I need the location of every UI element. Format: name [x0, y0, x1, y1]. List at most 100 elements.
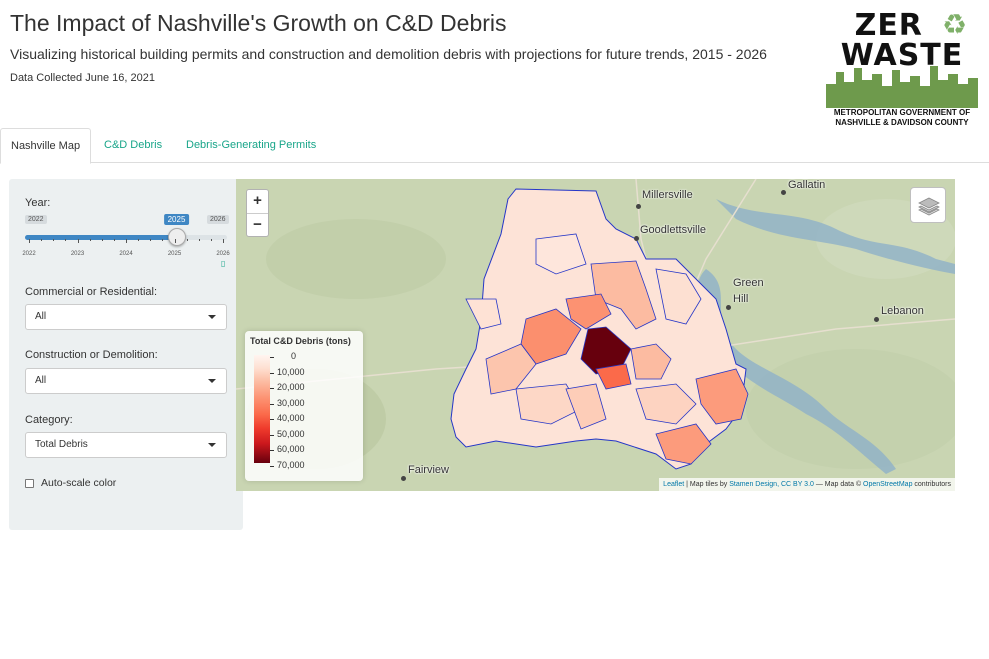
- slider-minor-tick: [113, 239, 115, 241]
- slider-minor-tick: [65, 239, 67, 241]
- recycle-icon: ♻: [942, 9, 968, 40]
- slider-tick: [126, 239, 127, 243]
- slider-minor-tick: [150, 239, 152, 241]
- slider-minor-tick: [29, 239, 30, 241]
- logo-line2: WASTE: [840, 38, 964, 73]
- tab-cd-debris[interactable]: C&D Debris: [104, 139, 163, 151]
- year-slider-fill: [25, 235, 177, 240]
- slider-tick: [29, 239, 30, 243]
- osm-link[interactable]: OpenStreetMap: [863, 481, 913, 488]
- slider-minor-tick: [174, 239, 176, 241]
- legend-label: 20,000: [277, 382, 305, 392]
- legend-tick: [270, 465, 274, 467]
- slider-tick-label: 2022: [22, 251, 36, 257]
- slider-tick-label: 2025: [167, 251, 182, 257]
- zoom-out-button[interactable]: −: [247, 213, 268, 236]
- slider-minor-tick: [101, 239, 103, 241]
- legend-label: 40,000: [277, 413, 305, 423]
- zoom-in-button[interactable]: +: [253, 192, 262, 209]
- map-panel[interactable]: Millersville Gallatin Goodlettsville Gre…: [236, 179, 955, 491]
- city-label-gallatin: Gallatin: [788, 179, 826, 191]
- slider-minor-tick: [53, 239, 55, 241]
- page-title: The Impact of Nashville's Growth on C&D …: [10, 10, 507, 36]
- data-collected-date: Data Collected June 16, 2021: [10, 72, 155, 84]
- zoom-control: + −: [246, 189, 269, 237]
- legend-tick: [270, 388, 274, 389]
- legend-tick: [270, 357, 274, 358]
- chevron-down-icon: [208, 443, 216, 447]
- map-attribution: Leaflet | Map tiles by Stamen Design, CC…: [659, 478, 955, 491]
- city-label-millersville: Millersville: [642, 189, 693, 201]
- tab-nashville-map[interactable]: Nashville Map: [0, 128, 92, 164]
- year-slider-handle[interactable]: [167, 228, 186, 246]
- leaflet-link[interactable]: Leaflet: [663, 481, 685, 488]
- construction-demolition-select[interactable]: All: [25, 368, 227, 394]
- slider-minor-tick: [223, 239, 224, 241]
- layers-icon: [918, 197, 940, 216]
- commercial-residential-select[interactable]: All: [25, 304, 227, 330]
- sidebar-panel: Year: 2022 2026 2025 2022 2023 2024 2025 202…: [9, 179, 243, 530]
- city-marker: [781, 190, 786, 195]
- logo-caption: METROPOLITAN GOVERNMENT OF NASHVILLE & D…: [833, 108, 971, 127]
- city-marker: [634, 236, 639, 241]
- city-marker: [874, 317, 879, 322]
- slider-minor-tick: [198, 239, 200, 241]
- slider-minor-tick: [210, 239, 212, 241]
- stamen-link[interactable]: Stamen Design, CC BY 3.0: [729, 481, 814, 488]
- legend-label: 30,000: [277, 397, 305, 408]
- slider-tick-label: 2023: [70, 251, 85, 257]
- legend-tick: [270, 403, 274, 405]
- legend-color-bar: [254, 355, 270, 463]
- tab-debris-generating-permits[interactable]: Debris-Generating Permits: [186, 139, 317, 151]
- construction-demolition-label: Construction or Demolition:: [25, 349, 158, 361]
- slider-minor-tick: [89, 239, 91, 241]
- zero-waste-logo: ZERO ♻ WASTE METROPOLITAN GOVERNMENT OF …: [822, 8, 982, 128]
- city-marker: [636, 204, 641, 209]
- commercial-residential-label: Commercial or Residential:: [25, 286, 158, 298]
- slider-tick: [77, 239, 79, 243]
- slider-minor-tick: [126, 239, 127, 241]
- slider-minor-tick: [138, 239, 140, 241]
- chevron-down-icon: [208, 379, 216, 383]
- category-select[interactable]: Total Debris: [25, 432, 227, 458]
- legend-tick: [270, 450, 274, 451]
- slider-minor-tick: [162, 239, 164, 241]
- legend-tick: [270, 372, 274, 374]
- slider-minor-tick: [41, 239, 43, 241]
- chevron-down-icon: [208, 315, 216, 319]
- autoscale-label: Auto-scale color: [41, 477, 117, 489]
- year-current-label: 2025: [163, 214, 190, 225]
- year-label: Year:: [25, 197, 51, 209]
- year-min-label: 2022: [25, 215, 47, 224]
- slider-tick-label: 2024: [119, 251, 133, 257]
- layers-button[interactable]: [910, 187, 946, 223]
- slider-minor-tick: [77, 239, 79, 241]
- city-marker: [726, 305, 731, 310]
- legend-label: 60,000: [277, 444, 305, 454]
- legend-title: Total C&D Debris (tons): [250, 336, 351, 346]
- year-slider[interactable]: [25, 228, 227, 246]
- page-subtitle: Visualizing historical building permits …: [10, 46, 767, 62]
- slider-tick-label: 2026: [216, 251, 230, 257]
- year-max-label: 2026: [207, 215, 229, 224]
- logo-line1: ZERO: [854, 8, 923, 43]
- city-label-goodlettsville: Goodlettsville: [640, 224, 707, 236]
- city-marker: [401, 476, 406, 481]
- category-label: Category:: [25, 414, 73, 426]
- play-icon[interactable]: ▯: [221, 259, 226, 268]
- city-label-hill: Hill: [733, 293, 749, 305]
- city-label-fairview: Fairview: [408, 464, 449, 476]
- legend-label: 0: [291, 351, 297, 361]
- tab-bar: Nashville Map C&D Debris Debris-Generati…: [0, 128, 989, 164]
- skyline-graphic: [826, 66, 978, 108]
- city-label-lebanon: Lebanon: [881, 305, 924, 317]
- city-label-green: Green: [733, 277, 764, 289]
- legend-tick: [270, 434, 274, 436]
- legend-label: 50,000: [277, 428, 305, 439]
- legend-label: 70,000: [277, 459, 305, 470]
- autoscale-checkbox[interactable]: [25, 479, 34, 488]
- slider-tick: [223, 239, 224, 243]
- slider-minor-tick: [186, 239, 188, 241]
- slider-tick: [174, 239, 176, 243]
- legend-label: 10,000: [277, 366, 305, 377]
